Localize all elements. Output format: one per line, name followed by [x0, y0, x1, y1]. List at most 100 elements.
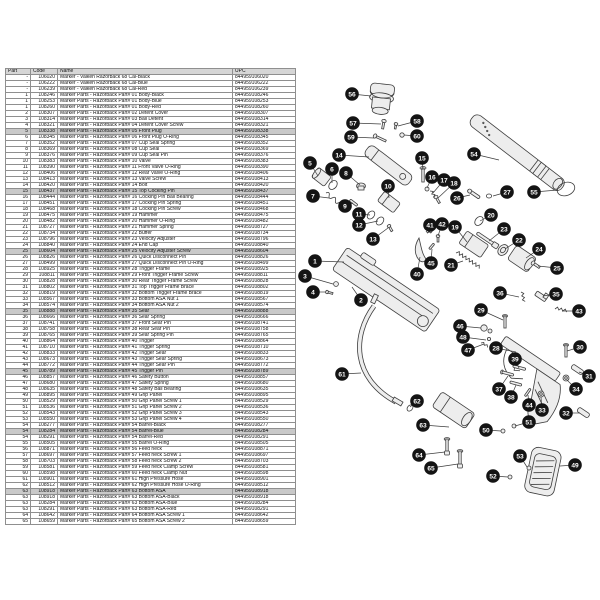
balloon-circle	[512, 233, 526, 247]
callout-54: 54	[467, 147, 500, 161]
front-frame-screw-shape	[502, 314, 508, 329]
balloon-number: 18	[450, 180, 458, 187]
table-row: 35 108888 Marker Parts - Razorback Part# 3…	[5, 308, 296, 315]
sear-spring-shape	[520, 291, 526, 302]
balloon-circle	[352, 207, 366, 221]
balloon-circle	[448, 220, 462, 234]
barrel-shape	[469, 114, 565, 191]
balloon-number: 51	[525, 419, 533, 426]
grip-screw4-shape	[526, 465, 532, 471]
table-row: 45 108789 Marker Parts - Razorback Part# 4…	[5, 368, 296, 375]
callout-62: 62	[409, 394, 424, 408]
velocity-adjuster-screw-shape	[530, 260, 541, 270]
balloon-circle	[569, 382, 583, 396]
callout-16: 16	[425, 170, 439, 189]
cell-upc: 844959108659	[232, 518, 296, 525]
callout-50: 50	[479, 423, 502, 437]
callout-41: 41	[423, 218, 437, 234]
balloon-number: 32	[562, 410, 570, 417]
balloon-number: 4	[311, 289, 315, 296]
balloon-number: 15	[418, 155, 426, 162]
balloon-circle	[344, 130, 358, 144]
cup-seal-pin-shape	[349, 199, 358, 207]
balloon-number: 21	[447, 262, 455, 269]
callout-19: 19	[448, 220, 468, 243]
front-sear-pin-shape	[500, 369, 515, 377]
bottom-asa-nut1-shape	[537, 390, 545, 398]
safety-bearing-shape	[486, 336, 491, 341]
callout-58: 58	[397, 114, 424, 128]
balloon-number: 56	[348, 91, 356, 98]
callout-14: 14	[332, 148, 370, 162]
balloon-circle	[354, 293, 368, 307]
balloon-number: 45	[427, 260, 435, 267]
trigger-sear-pin-shape	[524, 388, 532, 397]
callout-21: 21	[444, 258, 464, 272]
callout-38: 38	[504, 384, 518, 404]
detent-cover-screw-shape	[325, 289, 334, 295]
balloon-circle	[416, 418, 430, 432]
callout-33: 33	[535, 396, 549, 417]
callout-57: 57	[346, 116, 382, 130]
balloon-circle	[447, 176, 461, 190]
balloon-circle	[582, 369, 596, 383]
balloon-number: 57	[349, 120, 357, 127]
balloon-number: 31	[585, 373, 593, 380]
callout-30: 30	[566, 340, 587, 354]
balloon-number: 59	[347, 134, 355, 141]
barrel-oring-shape	[556, 181, 576, 197]
callout-64: 64	[412, 448, 446, 462]
callout-15: 15	[415, 151, 429, 171]
velocity-adjuster-shape	[476, 231, 500, 250]
callout-20: 20	[479, 208, 498, 222]
balloon-circle	[424, 256, 438, 270]
cocking-pin-bearing-shape	[424, 186, 430, 192]
balloon-circle	[306, 189, 320, 203]
callout-45: 45	[424, 248, 438, 270]
balloon-number: 24	[535, 246, 543, 253]
rear-frame-screw-shape	[563, 343, 569, 358]
balloon-number: 61	[338, 371, 346, 378]
callout-24: 24	[525, 242, 546, 259]
balloon-number: 42	[438, 221, 446, 228]
balloon-number: 33	[538, 407, 546, 414]
balloon-circle	[306, 285, 320, 299]
valve-screw-shape	[386, 224, 394, 233]
callout-59: 59	[344, 130, 375, 144]
body-shape	[332, 247, 440, 332]
callout-6: 6	[325, 162, 339, 183]
balloon-circle	[559, 406, 573, 420]
balloon-circle	[461, 343, 475, 357]
callout-39: 39	[508, 352, 522, 369]
bottom-asa-screw1-shape	[443, 437, 451, 456]
callout-40: 40	[410, 256, 424, 281]
table-row: 54 108284 Marker Parts - Razorback Part# 5…	[5, 428, 296, 435]
ball-detent-shape	[333, 281, 339, 287]
callout-44: 44	[522, 394, 536, 412]
balloon-number: 25	[553, 265, 561, 272]
table-row: 43 108673 Marker Parts - Razorback Part# 4…	[5, 356, 296, 363]
balloon-number: 44	[525, 402, 533, 409]
balloon-circle	[410, 114, 424, 128]
balloon-circle	[332, 148, 346, 162]
callout-25: 25	[537, 261, 564, 275]
sear-shape	[534, 290, 550, 302]
balloon-number: 54	[470, 151, 478, 158]
balloon-number: 48	[459, 334, 467, 341]
end-cap-shape	[508, 245, 536, 272]
balloon-circle	[513, 449, 527, 463]
balloon-circle	[381, 179, 395, 193]
balloon-circle	[550, 261, 564, 275]
callout-13: 13	[366, 227, 389, 246]
callout-7: 7	[306, 189, 330, 203]
balloon-circle	[500, 185, 514, 199]
callout-2: 2	[351, 286, 368, 307]
balloon-circle	[415, 151, 429, 165]
balloon-circle	[493, 286, 507, 300]
balloon-circle	[410, 129, 424, 143]
feed-neck-clamp-screw-shape	[372, 133, 387, 143]
balloon-number: 26	[453, 195, 461, 202]
balloon-number: 14	[335, 152, 343, 159]
table-header-row: Part Code Name UPC	[5, 68, 296, 75]
